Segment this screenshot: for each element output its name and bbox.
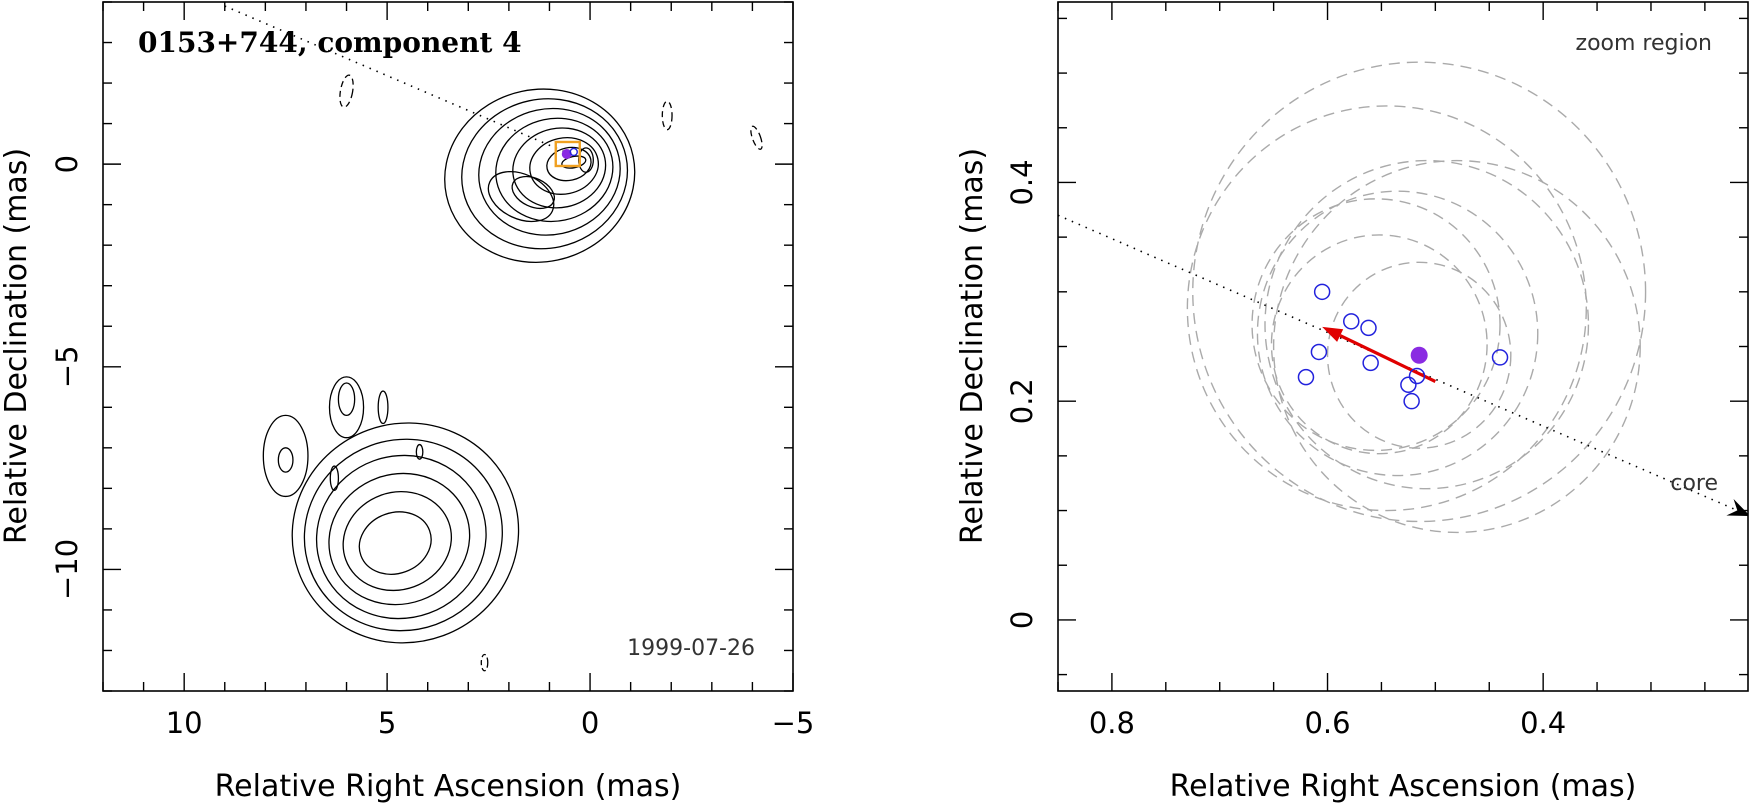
south-contour: [342, 490, 453, 592]
uncertainty-circle: [1192, 61, 1647, 523]
right-y-axis-label: Relative Declination (mas): [955, 148, 990, 544]
x-tick-label: 0.4: [1520, 706, 1566, 740]
south-contour: [303, 438, 503, 632]
y-tick-label: 0.2: [1005, 378, 1039, 424]
position-estimate-point: [1360, 319, 1377, 337]
left-panel: 10 5 0 −5 0 −5 −10 0153+744, component 4 1999-…: [0, 1, 814, 804]
position-estimate-point: [1362, 354, 1379, 372]
knot-contour: [328, 376, 365, 439]
position-estimate-point: [1297, 368, 1315, 386]
jet-direction-line: [224, 5, 571, 155]
uncertainty-circles: [1186, 61, 1647, 534]
x-tick-label: 0: [581, 706, 599, 740]
south-contour: [328, 472, 471, 606]
left-title: 0153+744, component 4: [138, 26, 522, 59]
right-tick-labels: 0.8 0.6 0.4 0 0.2 0.4: [1005, 159, 1566, 740]
left-x-axis-label: Relative Right Ascension (mas): [215, 769, 682, 804]
north-contour: [512, 127, 607, 209]
uncertainty-circle: [1326, 261, 1512, 449]
core-arrowhead: [1726, 498, 1748, 516]
knot-contour: [277, 447, 294, 473]
zoom-region-label: zoom region: [1576, 31, 1712, 56]
y-tick-label: 0.4: [1005, 159, 1039, 205]
position-estimate-point: [1403, 392, 1420, 410]
x-tick-label: 5: [378, 706, 396, 740]
uncertainty-circle: [1186, 105, 1587, 512]
north-contour: [546, 146, 592, 182]
right-marks: [1058, 214, 1748, 516]
x-tick-label: 0.6: [1304, 706, 1350, 740]
position-estimate-point: [1343, 313, 1360, 330]
north-contour: [529, 137, 599, 195]
x-tick-label: −5: [772, 706, 815, 740]
x-tick-label: 0.8: [1089, 706, 1135, 740]
negative-contour: [750, 125, 763, 150]
left-y-axis-label: Relative Declination (mas): [0, 148, 34, 544]
knot-contour: [415, 443, 424, 460]
component-position-dot: [561, 148, 572, 159]
north-contour: [461, 98, 629, 250]
knot-contour: [337, 382, 356, 417]
north-contour: [478, 107, 621, 236]
epoch-label: 1999-07-26: [627, 636, 755, 661]
uncertainty-circle: [1270, 234, 1488, 455]
component-estimate-dot: [569, 147, 578, 157]
negative-contour: [661, 100, 673, 131]
y-tick-label: 0: [1005, 611, 1039, 629]
y-tick-label: 0: [50, 155, 84, 173]
north-contour: [444, 88, 636, 264]
y-tick-label: −5: [50, 345, 84, 388]
right-x-axis-label: Relative Right Ascension (mas): [1170, 769, 1637, 804]
left-contours: [262, 74, 763, 672]
right-ticks: [1057, 2, 1748, 691]
left-marks: [224, 5, 581, 168]
position-estimate-point: [1313, 283, 1331, 301]
motion-vector-arrowhead: [1322, 326, 1344, 342]
north-lobe-contour: [487, 170, 555, 223]
core-label: core: [1670, 471, 1718, 496]
mean-position-point: [1410, 346, 1428, 364]
uncertainty-circle: [1264, 159, 1590, 490]
left-plot-frame: [102, 1, 794, 692]
north-contour: [561, 155, 587, 169]
negative-contour: [480, 653, 489, 672]
y-tick-label: −10: [50, 539, 84, 600]
zoom-box-marker: [554, 140, 581, 168]
position-estimate-point: [1408, 367, 1426, 385]
right-plot-frame: [1057, 1, 1749, 692]
south-contour: [358, 511, 432, 575]
uncertainty-circle: [1272, 159, 1641, 534]
position-estimate-point: [1310, 343, 1328, 361]
x-tick-label: 10: [166, 706, 203, 740]
left-ticks: [102, 1, 794, 692]
negative-contour: [339, 74, 354, 108]
south-contour: [291, 422, 520, 644]
knot-contour: [329, 465, 340, 492]
uncertainty-circle: [1256, 190, 1539, 477]
north-contour: [495, 117, 614, 223]
position-estimate-point: [1491, 349, 1509, 366]
south-contour: [315, 454, 487, 620]
knot-contour: [262, 414, 309, 498]
knot-contour: [377, 390, 389, 425]
motion-vector-line: [1339, 334, 1437, 383]
left-tick-labels: 10 5 0 −5 0 −5 −10: [50, 155, 814, 740]
position-estimate-point: [1400, 376, 1417, 394]
right-panel: 0.8 0.6 0.4 0 0.2 0.4 zoom region core Relati…: [955, 1, 1749, 804]
uncertainty-circle: [1251, 198, 1501, 452]
